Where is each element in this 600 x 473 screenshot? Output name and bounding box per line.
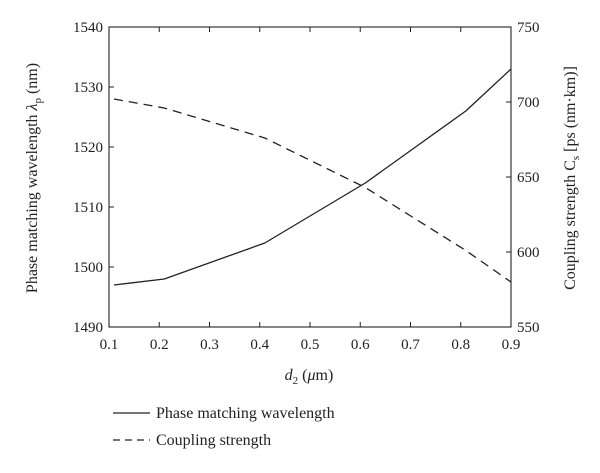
x-axis-label-paren: (: [298, 367, 307, 384]
y-right-tick-label: 750: [517, 20, 540, 36]
series-line-coupling-strength: [113, 98, 512, 283]
series-layer: [113, 68, 512, 286]
y-left-tick-label: 1530: [73, 80, 103, 96]
y-left-tick-label: 1490: [73, 320, 103, 336]
x-axis-ticks: 0.1 0.2 0.3 0.4 0.5 0.6 0.7 0.8 0.9: [100, 27, 521, 353]
x-axis-label-sub: 2: [293, 375, 299, 387]
x-tick-label: 0.9: [502, 337, 521, 353]
y-axis-right-label-unit: [ps (nm·km)]: [562, 66, 579, 156]
x-tick-label: 0.7: [401, 337, 420, 353]
legend-label-coupling-strength: Coupling strength: [156, 432, 271, 449]
x-tick-label: 0.2: [150, 337, 169, 353]
y-axis-left-ticks: 1490 1500 1510 1520 1530 1540: [73, 20, 114, 336]
y-right-tick-label: 550: [517, 320, 540, 336]
legend-label-phase-matching: Phase matching wavelength: [156, 405, 335, 422]
legend-item-coupling-strength: Coupling strength: [113, 432, 271, 449]
y-axis-left-label: Phase matching wavelength λp (nm): [24, 63, 44, 293]
legend-item-phase-matching: Phase matching wavelength: [113, 405, 335, 422]
y-right-tick-label: 600: [517, 245, 540, 261]
x-tick-label: 0.1: [100, 337, 119, 353]
y-axis-left-label-text: Phase matching wavelength: [24, 110, 41, 293]
y-axis-right-label-sub: s: [570, 156, 582, 160]
series-line-phase-matching: [113, 68, 512, 286]
y-axis-right-ticks: 550 600 650 700 750: [506, 20, 540, 336]
y-axis-left-label-sub: p: [32, 98, 44, 104]
x-tick-label: 0.3: [200, 337, 219, 353]
y-right-tick-label: 650: [517, 170, 540, 186]
y-left-tick-label: 1500: [73, 260, 103, 276]
legend: Phase matching wavelength Coupling stren…: [113, 405, 335, 449]
x-tick-label: 0.5: [301, 337, 320, 353]
x-tick-label: 0.6: [351, 337, 370, 353]
y-axis-left-label-symbol: λ: [24, 103, 41, 111]
y-left-tick-label: 1520: [73, 140, 103, 156]
x-axis-label-var: d: [285, 367, 294, 384]
plot-frame: [108, 26, 512, 328]
y-axis-right-label: Coupling strength Cs [ps (nm·km)]: [562, 66, 582, 290]
plot-area-border: [108, 26, 512, 328]
y-left-tick-label: 1510: [73, 200, 103, 216]
y-axis-right-label-text: Coupling strength C: [562, 160, 579, 290]
y-axis-left-label-unit: (nm): [24, 63, 41, 98]
x-axis-label: d2 (μm): [285, 367, 334, 387]
x-axis-label-mu: μ: [307, 367, 316, 384]
y-right-tick-label: 700: [517, 95, 540, 111]
y-left-tick-label: 1540: [73, 20, 103, 36]
x-axis-label-unit: m): [316, 367, 334, 384]
x-tick-label: 0.4: [250, 337, 269, 353]
x-tick-label: 0.8: [451, 337, 470, 353]
